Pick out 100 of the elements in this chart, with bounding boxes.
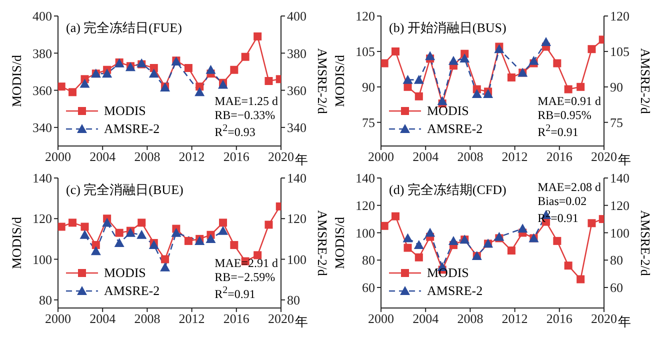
y-tick-label: 400: [32, 8, 52, 24]
x-tick-label: 2012: [178, 311, 205, 326]
y2-axis-title: AMSRE-2/d: [637, 210, 653, 276]
annotation: R$^{2}$=0.91: [538, 122, 580, 139]
annotation: R$^{2}$=0.93: [214, 122, 256, 139]
point: [80, 78, 90, 88]
point: [148, 68, 159, 78]
x-tick-label: 2016: [546, 311, 573, 326]
point: [576, 82, 585, 91]
y-axis-title: MODIS/d: [332, 216, 348, 270]
point: [68, 218, 76, 227]
y-tick-label: 75: [362, 114, 375, 130]
point: [160, 262, 170, 272]
x-tick-label: 2020: [591, 149, 617, 164]
point: [58, 82, 66, 91]
annotation: MAE=2.91 d: [214, 256, 278, 270]
x-tick-label: 2008: [457, 149, 484, 164]
point: [588, 219, 596, 228]
point: [90, 246, 101, 256]
x-tick-label: 2020: [268, 311, 294, 326]
point: [115, 228, 124, 237]
y2-tick-label: 380: [287, 46, 306, 61]
point: [564, 85, 572, 94]
point: [102, 68, 112, 78]
y-tick-label: 60: [362, 280, 375, 296]
chart-title: (c) 完全消融日(BUE): [66, 181, 184, 199]
y2-axis-title: AMSRE-2/d: [637, 48, 653, 114]
point: [472, 89, 482, 98]
point: [576, 275, 585, 284]
point: [184, 64, 192, 72]
point: [114, 238, 124, 247]
annotation: MAE=2.08 d: [538, 180, 601, 194]
y-tick-label: 80: [39, 292, 52, 308]
legend-label: AMSRE-2: [427, 120, 483, 138]
point: [264, 220, 273, 229]
y2-tick-label: 120: [287, 211, 306, 226]
x-tick-label: 2008: [134, 311, 160, 326]
y-tick-label: 100: [356, 225, 375, 240]
point: [264, 77, 273, 85]
point: [425, 51, 436, 60]
y-tick-label: 340: [32, 120, 52, 136]
legend-label: MODIS: [104, 264, 146, 282]
annotation: RB=−2.59%: [214, 270, 276, 284]
y-tick-label: 140: [32, 170, 52, 186]
point: [564, 262, 572, 270]
point: [230, 241, 238, 250]
y-tick-label: 120: [356, 8, 375, 24]
x-tick-label: 2000: [45, 311, 71, 326]
point: [391, 212, 400, 220]
legend-label: AMSRE-2: [104, 282, 160, 300]
y2-tick-label: 140: [287, 170, 306, 186]
chart-title: (d) 完全冻结期(CFD): [389, 181, 506, 199]
point: [391, 47, 400, 56]
legend-label: MODIS: [427, 264, 469, 282]
point: [80, 230, 90, 239]
point: [414, 92, 423, 100]
x-axis-title: 年: [295, 313, 308, 331]
annotation: R$^{2}$=0.91: [214, 284, 256, 301]
y2-tick-label: 400: [287, 8, 306, 24]
y2-tick-label: 100: [287, 252, 306, 267]
point: [528, 56, 539, 65]
point: [553, 59, 562, 68]
point: [194, 87, 205, 96]
chart-title: (b) 开始消融日(BUS): [389, 19, 506, 37]
legend-label: AMSRE-2: [104, 120, 160, 138]
x-tick-label: 2012: [502, 149, 528, 164]
point: [402, 74, 413, 84]
point: [541, 37, 552, 46]
legend-label: MODIS: [427, 102, 469, 120]
point: [507, 246, 516, 255]
x-tick-label: 2020: [591, 311, 617, 326]
y2-axis-title: AMSRE-2/d: [314, 210, 330, 276]
y2-tick-label: 360: [287, 82, 306, 98]
point: [102, 218, 112, 227]
y2-tick-label: 120: [610, 198, 630, 213]
y2-tick-label: 100: [610, 225, 630, 240]
point: [219, 218, 228, 227]
y-tick-label: 80: [362, 252, 375, 268]
y-axis-title: MODIS/d: [332, 54, 348, 108]
legend-label: AMSRE-2: [427, 282, 483, 300]
x-tick-label: 2008: [457, 311, 484, 326]
x-tick-label: 2020: [268, 149, 294, 164]
y-tick-label: 120: [32, 211, 52, 226]
legend-label: MODIS: [104, 102, 146, 120]
y-tick-label: 90: [362, 80, 375, 95]
point: [414, 74, 424, 84]
point: [448, 56, 458, 65]
y-axis-title: MODIS/d: [9, 54, 25, 108]
x-tick-label: 2000: [368, 149, 394, 164]
point: [425, 228, 436, 237]
y-tick-label: 360: [32, 82, 52, 98]
x-tick-label: 2016: [546, 149, 573, 164]
y2-tick-label: 80: [287, 292, 300, 308]
point: [206, 64, 216, 74]
x-tick-label: 2016: [223, 311, 250, 326]
x-tick-label: 2000: [368, 311, 394, 326]
y2-axis-title: AMSRE-2/d: [314, 48, 330, 114]
x-tick-label: 2004: [90, 311, 116, 326]
point: [206, 234, 216, 243]
y2-tick-label: 340: [287, 120, 306, 136]
